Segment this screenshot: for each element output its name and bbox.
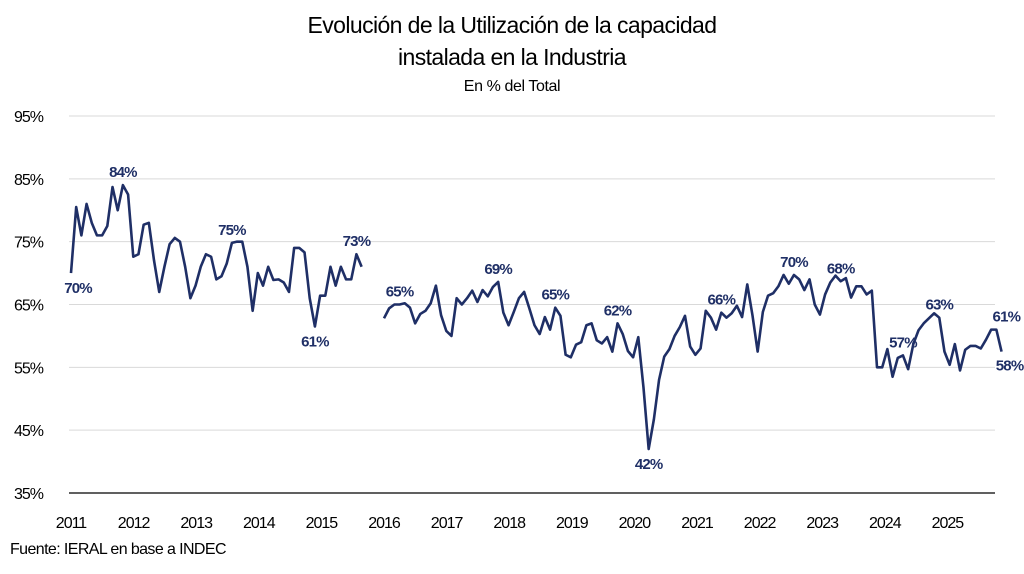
y-tick-label: 75% [14, 235, 44, 252]
source-note: Fuente: IERAL en base a INDEC [10, 541, 227, 558]
x-tick-label: 2019 [556, 515, 589, 532]
data-label: 68% [827, 260, 855, 277]
x-tick-label: 2022 [744, 515, 777, 532]
data-label: 61% [993, 309, 1021, 326]
x-tick-label: 2013 [180, 515, 213, 532]
data-label: 62% [604, 302, 632, 319]
data-label: 65% [541, 287, 569, 304]
data-label: 57% [889, 334, 917, 351]
x-tick-label: 2018 [493, 515, 526, 532]
data-label: 63% [925, 297, 953, 314]
x-tick-label: 2025 [932, 515, 965, 532]
data-label: 66% [708, 292, 736, 309]
data-label: 84% [109, 164, 137, 181]
x-tick-label: 2017 [431, 515, 464, 532]
x-tick-label: 2015 [306, 515, 339, 532]
series-line-1 [69, 183, 363, 328]
x-tick-label: 2012 [118, 515, 151, 532]
x-tick-label: 2016 [368, 515, 401, 532]
y-tick-label: 45% [14, 423, 44, 440]
y-tick-label: 35% [14, 486, 44, 503]
data-label: 42% [635, 456, 663, 473]
chart-title-line-1: Evolución de la Utilización de la capaci… [307, 12, 718, 38]
data-label: 70% [64, 280, 92, 297]
data-label: 58% [996, 358, 1024, 375]
x-tick-label: 2023 [806, 515, 839, 532]
chart-subtitle: En % del Total [463, 78, 561, 95]
y-tick-label: 65% [14, 298, 44, 315]
data-label: 65% [386, 284, 414, 301]
data-label: 73% [343, 233, 371, 250]
series-line-2 [382, 273, 1003, 451]
chart-title-line-2: instalada en la Industria [398, 44, 627, 70]
x-tick-label: 2024 [869, 515, 902, 532]
data-label: 69% [484, 261, 512, 278]
y-tick-label: 95% [14, 109, 44, 126]
x-tick-label: 2014 [243, 515, 276, 532]
x-tick-label: 2021 [681, 515, 714, 532]
x-tick-label: 2011 [56, 515, 88, 532]
y-tick-label: 55% [14, 360, 44, 377]
data-label: 70% [780, 254, 808, 271]
data-label: 61% [301, 333, 329, 350]
data-label: 75% [218, 222, 246, 239]
y-tick-label: 85% [14, 172, 44, 189]
x-tick-label: 2020 [619, 515, 652, 532]
